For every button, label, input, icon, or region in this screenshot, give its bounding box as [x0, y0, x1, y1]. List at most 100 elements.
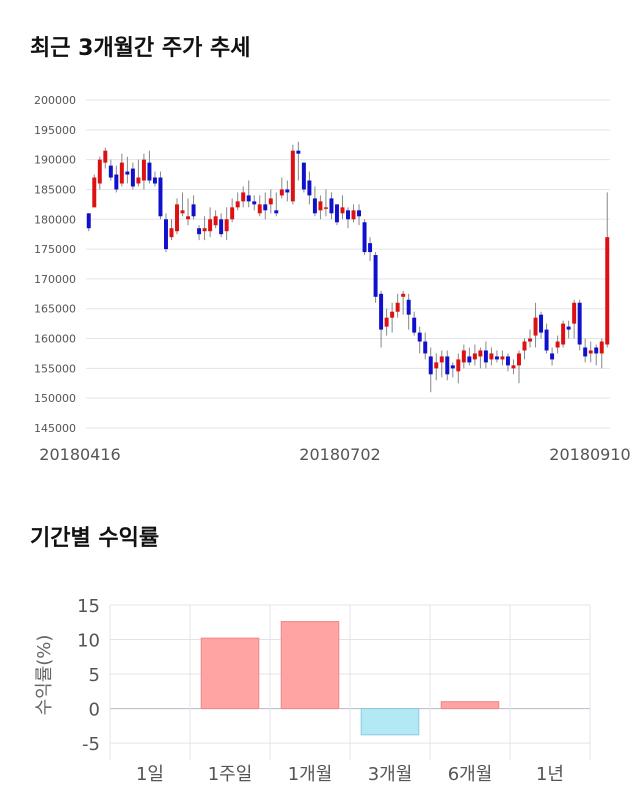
y-tick-label: 145000 — [34, 422, 76, 435]
candle-body-down — [406, 299, 411, 315]
candle — [357, 204, 362, 226]
candle-body-down — [301, 162, 306, 190]
y-tick-label: 190000 — [34, 154, 76, 167]
bar-1개월 — [280, 621, 340, 710]
candle — [500, 350, 505, 366]
candle — [439, 350, 444, 378]
candle — [395, 293, 400, 318]
candle-body-down — [312, 198, 317, 214]
candle-body-down — [483, 350, 488, 363]
candle — [467, 347, 472, 366]
candle — [141, 153, 146, 190]
candle-body-up — [395, 302, 400, 312]
y-tick-label: 160000 — [34, 333, 76, 346]
candle — [312, 186, 317, 217]
candle-body-down — [566, 326, 571, 330]
candle — [125, 156, 130, 184]
candle — [544, 323, 549, 354]
candle-body-down — [191, 204, 196, 217]
x-tick-label: 1개월 — [288, 764, 333, 785]
candle — [340, 195, 345, 220]
x-tick-label: 1일 — [136, 764, 164, 785]
candle-body-down — [329, 198, 334, 214]
candle-body-down — [467, 356, 472, 363]
candle-body-up — [605, 237, 610, 345]
candle — [412, 311, 417, 336]
candle — [472, 344, 477, 366]
candle-body-up — [340, 207, 345, 214]
x-tick-label: 3개월 — [368, 764, 413, 785]
candle — [186, 198, 191, 226]
candle-body-up — [92, 177, 97, 208]
candle — [428, 347, 433, 393]
candle — [180, 192, 185, 217]
candle-body-down — [412, 317, 417, 333]
candle — [279, 177, 284, 199]
candle-body-up — [351, 210, 356, 220]
candle — [494, 350, 499, 363]
candle — [577, 299, 582, 351]
candle — [406, 293, 411, 330]
candle — [329, 192, 334, 220]
y-tick-label: 150000 — [34, 392, 76, 405]
candle-body-up — [180, 210, 185, 214]
candle — [119, 153, 124, 187]
candle — [334, 204, 339, 226]
candle — [373, 252, 378, 303]
candle — [368, 237, 373, 262]
candlestick-chart: 200000 195000 190000 185000 180000 175000 1700… — [34, 94, 631, 464]
returns-title: 기간별 수익률 — [30, 526, 160, 551]
candle — [307, 171, 312, 205]
candle-body-up — [241, 192, 246, 202]
candle-body-up — [390, 311, 395, 318]
candle — [318, 195, 323, 220]
candle-body-down — [362, 222, 367, 253]
candle-body-up — [434, 362, 439, 369]
candle — [511, 359, 516, 375]
candle-body-down — [246, 195, 251, 202]
candle-body-up — [561, 323, 566, 345]
candle — [163, 213, 168, 253]
returns-bar-chart: 15 10 5 0 -5 1일 1주일 1개월 3개월 6개월 1년 수익률(%) — [34, 596, 591, 785]
candle-body-down — [334, 204, 339, 223]
candle — [252, 195, 257, 211]
candle — [263, 192, 268, 220]
candle — [517, 350, 521, 384]
candle-body-up — [213, 216, 218, 226]
candle-body-up — [103, 150, 108, 163]
candle — [108, 159, 113, 181]
candle — [390, 302, 395, 333]
candle — [528, 329, 533, 348]
y-tick-label: 15 — [77, 596, 100, 617]
candle — [86, 213, 91, 232]
candle — [202, 216, 207, 241]
candle — [478, 347, 483, 369]
candle-body-down — [357, 210, 362, 217]
candle-body-up — [401, 293, 406, 297]
candle-body-up — [323, 207, 328, 209]
candle — [224, 207, 229, 241]
candle-body-down — [379, 293, 384, 330]
candle-body-down — [163, 219, 168, 250]
candle-body-down — [583, 347, 588, 357]
candle-body-down — [114, 174, 119, 190]
candle — [197, 225, 202, 241]
y-tick-label: 155000 — [34, 362, 76, 375]
candle — [208, 207, 213, 238]
candle — [323, 189, 328, 217]
candle-body-up — [141, 159, 146, 181]
candle — [423, 332, 428, 360]
candle-body-down — [152, 177, 157, 184]
x-tick-label: 20180416 — [39, 445, 120, 464]
candle-body-down — [368, 243, 373, 253]
y-tick-label: 170000 — [34, 273, 76, 286]
x-tick-label: 6개월 — [448, 764, 493, 785]
candle-body-up — [230, 207, 235, 220]
candle — [230, 198, 235, 223]
candle — [434, 353, 439, 381]
candle — [384, 308, 389, 336]
y-tick-label: 185000 — [34, 183, 76, 196]
y-tick-label: 0 — [89, 700, 100, 721]
candle-body-down — [577, 302, 582, 345]
candle — [301, 162, 306, 193]
